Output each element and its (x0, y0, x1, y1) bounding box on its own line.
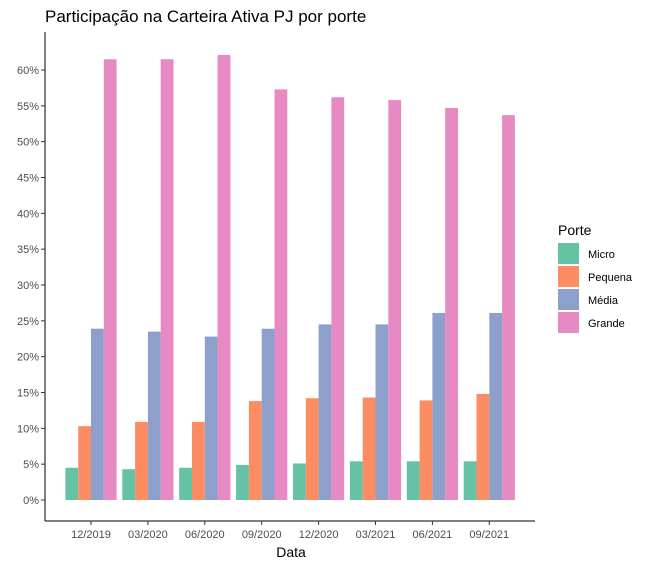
bar-pequena-2 (192, 421, 205, 500)
bar-micro-6 (406, 461, 420, 500)
y-tick-label: 30% (17, 280, 39, 292)
bar-media-3 (261, 328, 275, 500)
bar-micro-0 (65, 467, 79, 500)
bar-media-7 (489, 312, 503, 500)
y-tick-label: 40% (17, 208, 39, 220)
bar-micro-3 (236, 464, 249, 500)
bar-media-6 (432, 312, 446, 500)
y-tick-label: 60% (17, 65, 39, 77)
y-tick-label: 50% (17, 137, 39, 149)
bar-micro-1 (122, 469, 136, 500)
x-tick-label: 12/2020 (299, 529, 339, 541)
chart-title: Participação na Carteira Ativa PJ por po… (45, 7, 366, 26)
bar-pequena-3 (248, 401, 262, 500)
bar-micro-7 (463, 461, 477, 500)
y-axis: 0% 5% 10% 15% 20% 25% 30% 35% 40% 45% 50% 55% 60% (17, 32, 46, 521)
legend-key (558, 243, 579, 264)
bar-media-2 (204, 336, 218, 500)
bar-pequena-0 (78, 426, 91, 500)
y-tick-label: 55% (17, 101, 39, 113)
bar-pequena-6 (419, 400, 433, 500)
bar-grande-5 (388, 100, 402, 500)
x-axis-title: Data (276, 544, 306, 560)
bar-pequena-7 (476, 393, 490, 500)
bar-micro-2 (179, 467, 192, 500)
y-tick-label: 5% (23, 459, 39, 471)
bar-grande-6 (445, 107, 458, 500)
bar-grande-7 (502, 115, 515, 501)
x-axis: 12/2019 03/2020 06/2020 09/2020 12/2020 03/20… (45, 520, 535, 541)
y-tick-label: 25% (17, 316, 39, 328)
bar-media-4 (318, 324, 332, 500)
bar-micro-5 (349, 461, 363, 500)
y-tick-label: 10% (17, 423, 39, 435)
bars (65, 54, 515, 501)
legend-label: Média (588, 295, 619, 307)
bar-grande-4 (331, 97, 345, 500)
x-tick-label: 03/2021 (356, 529, 396, 541)
y-tick-label: 15% (17, 388, 39, 400)
x-tick-label: 06/2020 (185, 529, 225, 541)
legend-label: Micro (588, 249, 615, 261)
y-tick-label: 20% (17, 352, 39, 364)
legend-title: Porte (558, 222, 592, 238)
bar-grande-0 (103, 59, 117, 500)
x-tick-label: 06/2021 (413, 529, 453, 541)
bar-media-5 (375, 324, 389, 500)
legend: Porte Micro Pequena Média Grande (558, 222, 633, 333)
x-tick-label: 09/2020 (242, 529, 282, 541)
legend-key (558, 289, 579, 310)
bar-grande-2 (217, 54, 231, 500)
y-tick-label: 45% (17, 173, 39, 185)
bar-grande-1 (160, 59, 174, 500)
bar-pequena-4 (305, 398, 319, 500)
bar-media-1 (147, 331, 161, 500)
x-tick-label: 03/2020 (128, 529, 168, 541)
bar-pequena-5 (362, 397, 376, 500)
x-tick-label: 12/2019 (71, 529, 111, 541)
y-tick-label: 0% (23, 495, 39, 507)
legend-key (558, 266, 579, 287)
legend-label: Pequena (588, 272, 633, 284)
legend-key (558, 312, 579, 333)
bar-media-0 (91, 328, 104, 500)
bar-pequena-1 (135, 421, 148, 500)
legend-label: Grande (588, 318, 625, 330)
bar-micro-4 (293, 463, 306, 500)
bar-grande-3 (274, 89, 288, 500)
x-tick-label: 09/2021 (469, 529, 509, 541)
y-tick-label: 35% (17, 244, 39, 256)
